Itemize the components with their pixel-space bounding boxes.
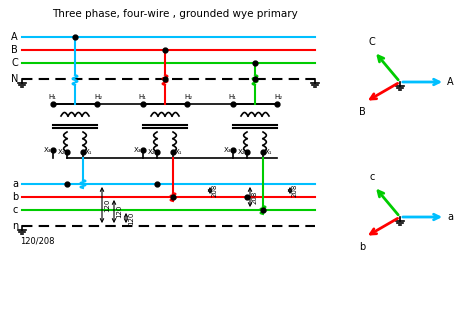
Text: 120/208: 120/208 [20,236,55,245]
Text: A: A [11,32,18,42]
Text: b: b [359,242,365,252]
Text: 208: 208 [252,190,258,204]
Text: C: C [369,38,376,47]
Text: X₂: X₂ [57,149,65,155]
Text: 208: 208 [212,184,218,197]
Text: 120: 120 [128,211,134,225]
Text: X₃: X₃ [134,147,141,153]
Text: H₁: H₁ [138,94,146,100]
Text: H₂: H₂ [94,94,102,100]
Text: b: b [12,192,18,202]
Text: H₁: H₁ [228,94,236,100]
Text: 120: 120 [104,198,110,212]
Text: X₁: X₁ [85,149,92,155]
Text: X₂: X₂ [147,149,155,155]
Text: X₁: X₁ [265,149,273,155]
Text: N: N [10,74,18,84]
Text: Three phase, four-wire , grounded wye primary: Three phase, four-wire , grounded wye pr… [52,9,298,19]
Text: X₁: X₁ [175,149,182,155]
Text: 120: 120 [116,205,122,218]
Text: c: c [13,205,18,215]
Text: c: c [370,172,375,182]
Text: H₂: H₂ [274,94,282,100]
Text: X₃: X₃ [44,147,51,153]
Text: B: B [11,45,18,55]
Text: X₃: X₃ [224,147,231,153]
Text: C: C [11,58,18,68]
Text: n: n [12,221,18,231]
Text: B: B [359,107,366,117]
Text: X₂: X₂ [237,149,245,155]
Text: A: A [447,77,454,87]
Text: a: a [447,212,453,222]
Text: a: a [12,179,18,189]
Text: H₁: H₁ [48,94,56,100]
Text: 208: 208 [292,184,298,197]
Text: H₂: H₂ [184,94,192,100]
